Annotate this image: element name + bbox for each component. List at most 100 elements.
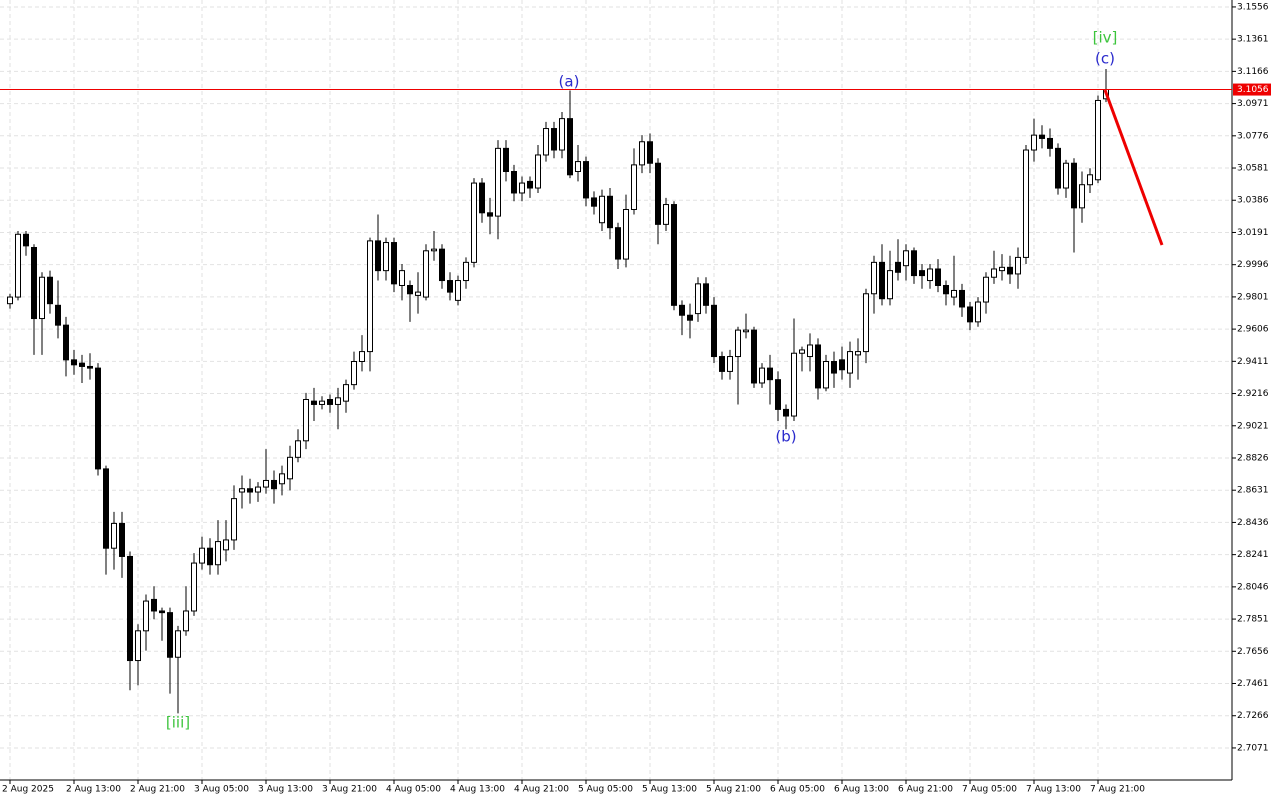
candle-body (215, 541, 221, 566)
candle-body (111, 522, 117, 549)
x-tick-label: 4 Aug 05:00 (386, 785, 441, 795)
y-tick-label: 3.0776 (1237, 131, 1269, 141)
y-tick-label: 2.7071 (1237, 743, 1269, 753)
candle-body (783, 408, 789, 417)
wave-label: (b) (775, 428, 796, 446)
candle-body (535, 154, 541, 189)
y-tick-label: 2.8826 (1237, 453, 1269, 463)
candle-body (519, 182, 525, 194)
y-tick-label: 3.0581 (1237, 164, 1269, 174)
candle-body (343, 384, 349, 402)
y-tick-label: 3.0191 (1237, 228, 1269, 238)
candle-body (831, 360, 837, 374)
candle-body (967, 306, 973, 323)
candle-body (231, 498, 237, 541)
candle-body (823, 360, 829, 389)
candle-body (479, 182, 485, 214)
y-tick-label: 3.1556 (1237, 2, 1269, 12)
candle-body (815, 344, 821, 389)
candle-body (735, 329, 741, 358)
candle-body (7, 296, 13, 305)
candle-body (55, 304, 61, 326)
x-tick-label: 3 Aug 21:00 (322, 785, 377, 795)
candle-body (855, 351, 861, 356)
candle-body (423, 250, 429, 298)
candle-body (47, 276, 53, 305)
price-label: 3.1056 (1237, 85, 1269, 95)
candle-body (279, 473, 285, 485)
candle-body (207, 547, 213, 566)
candle-body (295, 440, 301, 458)
candle-body (1015, 256, 1021, 275)
candle-body (191, 562, 197, 612)
candle-body (327, 399, 333, 405)
candle-body (711, 304, 717, 358)
candle-body (999, 266, 1005, 272)
candle-body (447, 280, 453, 293)
candle-body (151, 598, 157, 612)
candle-body (1095, 99, 1101, 181)
candle-body (15, 233, 21, 298)
y-tick-label: 2.9411 (1237, 357, 1269, 367)
forecast-arrow (1103, 89, 1164, 246)
candle-body (63, 324, 69, 361)
candle-body (863, 293, 869, 353)
candle-body (615, 227, 621, 260)
candle-body (639, 141, 645, 166)
candle-body (239, 488, 245, 493)
y-tick-label: 3.1361 (1237, 35, 1269, 45)
candle-body (1047, 137, 1053, 149)
candle-body (1023, 149, 1029, 258)
x-tick-label: 2 Aug 13:00 (66, 785, 121, 795)
candle-body (495, 147, 501, 217)
candle-body (695, 283, 701, 315)
wave-label: [iii] (166, 714, 190, 732)
y-tick-label: 2.7461 (1237, 679, 1269, 689)
candle-body (847, 351, 853, 374)
candle-body (247, 488, 253, 493)
y-tick-label: 2.8436 (1237, 518, 1269, 528)
candle-body (463, 261, 469, 282)
candle-body (591, 197, 597, 207)
candle-body (287, 456, 293, 480)
y-tick-label: 2.7851 (1237, 615, 1269, 625)
candle-body (431, 248, 437, 252)
x-tick-label: 6 Aug 21:00 (898, 785, 953, 795)
y-tick-label: 3.1166 (1237, 67, 1269, 77)
candle-body (719, 356, 725, 372)
candle-body (439, 248, 445, 282)
candle-body (887, 270, 893, 300)
x-tick-label: 6 Aug 05:00 (770, 785, 825, 795)
candle-body (375, 240, 381, 272)
candle-body (631, 164, 637, 210)
candle-body (871, 261, 877, 295)
candle-body (399, 270, 405, 286)
candle-body (663, 204, 669, 225)
candle-body (1039, 134, 1045, 139)
candle-body (551, 128, 557, 151)
candle-body (511, 170, 517, 194)
candle-body (647, 141, 653, 164)
x-tick-label: 7 Aug 21:00 (1090, 785, 1145, 795)
candle-body (991, 268, 997, 278)
y-tick-label: 2.9996 (1237, 260, 1269, 270)
y-tick-label: 2.8046 (1237, 582, 1269, 592)
candle-body (271, 479, 277, 490)
candle-body (599, 195, 605, 224)
candle-body (799, 349, 805, 354)
candle-body (759, 367, 765, 384)
candle-body (679, 304, 685, 316)
candle-body (1055, 147, 1061, 189)
candle-body (311, 400, 317, 405)
candle-body (927, 268, 933, 282)
candle-body (335, 397, 341, 405)
candle-body (79, 362, 85, 367)
y-tick-label: 3.0386 (1237, 196, 1269, 206)
candle-body (143, 600, 149, 632)
candle-body (199, 547, 205, 564)
x-tick-label: 5 Aug 13:00 (642, 785, 697, 795)
candle-body (879, 261, 885, 300)
candle-body (959, 289, 965, 308)
